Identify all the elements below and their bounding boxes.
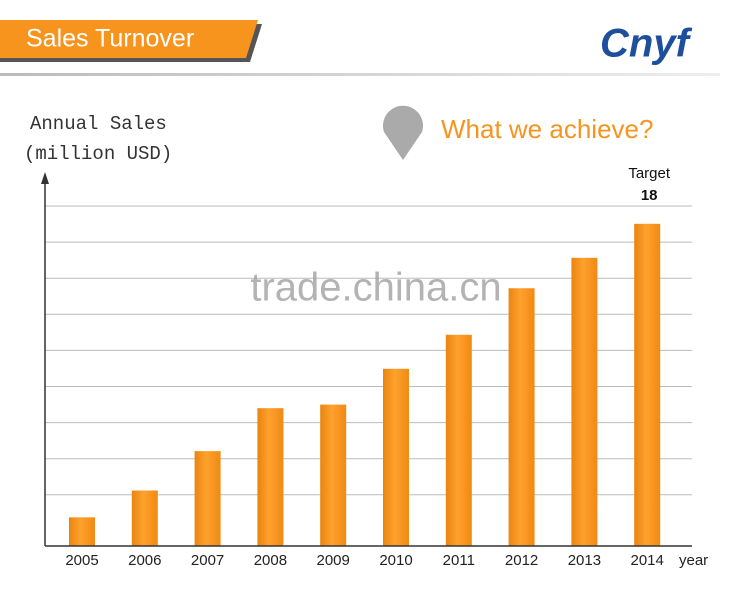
bar: [257, 408, 284, 546]
x-tick-label: 2013: [568, 552, 601, 569]
x-tick-label: 2014: [631, 552, 664, 569]
chart-title: What we achieve?: [441, 114, 653, 144]
bar: [508, 288, 535, 546]
x-tick-label: 2007: [191, 552, 224, 569]
page-title: Sales Turnover: [26, 25, 194, 53]
bar: [383, 368, 409, 546]
pin-icon: [383, 105, 423, 160]
x-tick-label: 2008: [254, 552, 287, 569]
x-tick-label: 2010: [379, 552, 412, 569]
divider: [0, 73, 720, 76]
x-tick-label: 2006: [128, 552, 161, 569]
bar: [194, 451, 221, 546]
annotation: Target: [628, 165, 671, 182]
logo: Cnyf: [600, 22, 693, 66]
value-label: 18: [641, 187, 658, 204]
plot: [45, 205, 692, 547]
bar: [320, 404, 347, 546]
bar: [445, 334, 472, 546]
banner: [0, 20, 258, 58]
bar: [69, 517, 95, 546]
x-tick-label: 2009: [317, 552, 350, 569]
bar: [571, 257, 598, 546]
y-axis-arrow: [41, 172, 49, 184]
bar: [131, 490, 158, 546]
x-tick-label: 2005: [65, 552, 98, 569]
y-axis-label: Annual Sales: [30, 113, 167, 135]
x-tick-label: 2012: [505, 552, 538, 569]
x-axis-label: year: [679, 552, 708, 569]
bar: [634, 223, 661, 547]
y-axis-label: (million USD): [24, 143, 172, 165]
watermark: trade.china.cn: [250, 266, 501, 310]
x-tick-label: 2011: [443, 552, 475, 569]
